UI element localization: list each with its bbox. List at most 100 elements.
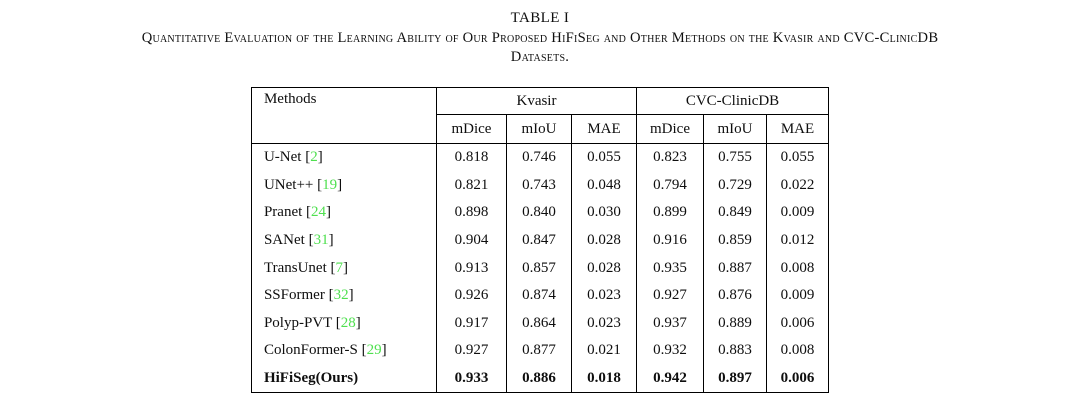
citation-bracket-close: ]: [326, 204, 332, 221]
table-row: ColonFormer-S [29] 0.927 0.877 0.021 0.932 0.…: [251, 337, 829, 365]
value-cell: 0.821: [435, 171, 507, 200]
citation-bracket-close: ]: [348, 287, 354, 304]
value-cell: 0.030: [570, 199, 637, 227]
citation-bracket-close: ]: [337, 176, 343, 193]
value-cell: 0.023: [570, 309, 637, 338]
citation-bracket-close: ]: [317, 149, 323, 166]
table-row: SSFormer [32] 0.926 0.874 0.023 0.927 0.876 0.…: [251, 281, 829, 310]
col-header-cvc-mae: MAE: [765, 114, 829, 144]
value-cell: 0.818: [435, 143, 507, 172]
value-cell: 0.859: [703, 226, 767, 255]
value-cell: 0.021: [570, 337, 637, 365]
table-caption: TABLE I Quantitative Evaluation of the L…: [0, 0, 1080, 67]
value-cell: 0.755: [703, 143, 767, 172]
value-cell: 0.006: [765, 364, 829, 393]
citation-bracket-open: [: [326, 259, 336, 276]
citation-link[interactable]: 2: [310, 149, 318, 166]
value-cell: 0.840: [505, 199, 572, 227]
method-cell: SANet [31]: [251, 227, 436, 255]
citation-link[interactable]: 31: [313, 232, 329, 249]
citation-bracket-open: [: [302, 204, 312, 221]
methods-header: Methods: [251, 87, 437, 144]
citation-bracket-close: ]: [381, 342, 387, 359]
value-cell: 0.889: [703, 309, 767, 338]
method-name: HiFiSeg(Ours): [263, 370, 359, 387]
method-cell: Pranet [24]: [251, 199, 436, 227]
citation-bracket-open: [: [313, 176, 323, 193]
method-name: Pranet: [263, 204, 303, 221]
citation-bracket-close: ]: [328, 232, 334, 249]
value-cell: 0.028: [570, 226, 637, 255]
value-cell: 0.006: [765, 309, 829, 338]
value-cell: 0.937: [636, 309, 704, 338]
value-cell: 0.008: [765, 337, 829, 365]
value-cell: 0.917: [435, 309, 507, 338]
citation-bracket-open: [: [304, 232, 314, 249]
method-name: Polyp-PVT: [263, 314, 333, 331]
method-cell: SSFormer [32]: [251, 282, 436, 310]
value-cell: 0.864: [505, 309, 572, 338]
table-row: UNet++ [19] 0.821 0.743 0.048 0.794 0.729 0.02…: [251, 171, 829, 200]
value-cell: 0.746: [505, 143, 572, 172]
table-row: TransUnet [7] 0.913 0.857 0.028 0.935 0.887 0.…: [251, 254, 829, 282]
col-header-kvasir-mdice: mDice: [435, 114, 507, 144]
table-row: SANet [31] 0.904 0.847 0.028 0.916 0.859 0.012: [251, 226, 829, 255]
col-header-kvasir-miou: mIoU: [505, 114, 572, 144]
value-cell: 0.023: [570, 281, 637, 310]
citation-bracket-open: [: [357, 342, 367, 359]
method-cell: Polyp-PVT [28]: [251, 310, 436, 338]
citation-link[interactable]: 32: [333, 287, 349, 304]
value-cell: 0.876: [703, 281, 767, 310]
method-name: SSFormer: [263, 287, 325, 304]
col-header-cvc-miou: mIoU: [703, 114, 767, 144]
value-cell: 0.012: [765, 226, 829, 255]
value-cell: 0.009: [765, 281, 829, 310]
value-cell: 0.926: [435, 281, 507, 310]
method-name: ColonFormer-S: [263, 342, 358, 359]
method-cell: U-Net [2]: [251, 144, 436, 172]
value-cell: 0.933: [435, 364, 507, 393]
citation-bracket-close: ]: [355, 314, 361, 331]
value-cell: 0.048: [570, 171, 637, 200]
value-cell: 0.823: [636, 143, 704, 172]
method-cell: TransUnet [7]: [251, 254, 436, 282]
table-row: Pranet [24] 0.898 0.840 0.030 0.899 0.849 0.00…: [251, 199, 829, 227]
table-row: HiFiSeg(Ours) 0.933 0.886 0.018 0.942 0.897 0.…: [251, 364, 829, 393]
metric-header-row: mDice mIoU MAE mDice mIoU MAE: [251, 114, 829, 144]
value-cell: 0.874: [505, 281, 572, 310]
value-cell: 0.847: [505, 226, 572, 255]
table-body: U-Net [2] 0.818 0.746 0.055 0.823 0.755 0.055 U…: [251, 143, 829, 393]
value-cell: 0.857: [505, 254, 572, 282]
method-cell: UNet++ [19]: [251, 172, 436, 200]
value-cell: 0.927: [636, 281, 704, 310]
method-name: U-Net: [263, 149, 302, 166]
citation-bracket-open: [: [301, 149, 311, 166]
citation-link[interactable]: 19: [322, 176, 338, 193]
table-number-label: TABLE I: [510, 10, 570, 26]
value-cell: 0.904: [435, 226, 507, 255]
value-cell: 0.916: [636, 226, 704, 255]
value-cell: 0.935: [636, 254, 704, 282]
method-name: UNet++: [263, 176, 314, 193]
value-cell: 0.849: [703, 199, 767, 227]
citation-link[interactable]: 24: [311, 204, 327, 221]
value-cell: 0.009: [765, 199, 829, 227]
table-row: Polyp-PVT [28] 0.917 0.864 0.023 0.937 0.889 0…: [251, 309, 829, 338]
citation-link[interactable]: 29: [366, 342, 382, 359]
value-cell: 0.913: [435, 254, 507, 282]
caption-line-2: Datasets.: [510, 49, 570, 65]
value-cell: 0.008: [765, 254, 829, 282]
value-cell: 0.942: [636, 364, 704, 393]
value-cell: 0.927: [435, 337, 507, 365]
value-cell: 0.898: [435, 199, 507, 227]
results-table: Methods Kvasir CVC-ClinicDB mDice mIoU M…: [250, 87, 830, 394]
method-cell: HiFiSeg(Ours): [251, 365, 436, 393]
value-cell: 0.055: [765, 143, 829, 172]
table-row: U-Net [2] 0.818 0.746 0.055 0.823 0.755 0.055: [251, 143, 829, 172]
citation-link[interactable]: 7: [335, 259, 344, 276]
value-cell: 0.899: [636, 199, 704, 227]
citation-link[interactable]: 28: [340, 314, 356, 331]
value-cell: 0.897: [703, 364, 767, 393]
citation-bracket-close: ]: [343, 259, 349, 276]
